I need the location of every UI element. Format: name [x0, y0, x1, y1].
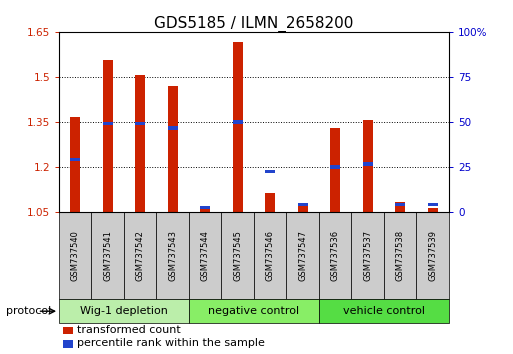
Bar: [222, 212, 254, 299]
Text: GSM737541: GSM737541: [103, 230, 112, 281]
Bar: [168, 86, 177, 212]
Text: GSM737545: GSM737545: [233, 230, 242, 281]
Bar: [63, 340, 73, 348]
Text: vehicle control: vehicle control: [343, 306, 425, 316]
Text: negative control: negative control: [208, 306, 300, 316]
Bar: [168, 126, 177, 130]
Bar: [298, 203, 307, 206]
Text: GSM737542: GSM737542: [136, 230, 145, 281]
Bar: [363, 120, 372, 212]
Text: percentile rank within the sample: percentile rank within the sample: [76, 338, 264, 348]
Bar: [156, 212, 189, 299]
Bar: [103, 122, 113, 125]
Bar: [330, 128, 340, 212]
Text: GSM737543: GSM737543: [168, 230, 177, 281]
Text: GSM737544: GSM737544: [201, 230, 210, 281]
Bar: [200, 206, 210, 209]
Bar: [319, 212, 351, 299]
Bar: [135, 75, 145, 212]
Bar: [63, 327, 73, 334]
Text: transformed count: transformed count: [76, 325, 180, 335]
Bar: [298, 205, 307, 212]
Bar: [124, 212, 156, 299]
Bar: [91, 212, 124, 299]
Text: GSM737536: GSM737536: [331, 230, 340, 281]
Bar: [384, 212, 417, 299]
Bar: [233, 42, 243, 212]
Text: GSM737540: GSM737540: [71, 230, 80, 281]
Bar: [59, 299, 189, 324]
Bar: [70, 118, 80, 212]
Text: GSM737547: GSM737547: [298, 230, 307, 281]
Bar: [363, 162, 372, 166]
Text: GSM737546: GSM737546: [266, 230, 274, 281]
Text: GSM737538: GSM737538: [396, 230, 405, 281]
Bar: [70, 158, 80, 161]
Bar: [351, 212, 384, 299]
Bar: [428, 207, 438, 212]
Text: protocol: protocol: [6, 306, 51, 316]
Bar: [428, 203, 438, 206]
Bar: [417, 212, 449, 299]
Bar: [286, 212, 319, 299]
Bar: [189, 212, 222, 299]
Text: Wig-1 depletion: Wig-1 depletion: [80, 306, 168, 316]
Bar: [189, 299, 319, 324]
Bar: [395, 201, 405, 212]
Bar: [319, 299, 449, 324]
Bar: [103, 61, 113, 212]
Bar: [254, 212, 286, 299]
Bar: [330, 165, 340, 169]
Bar: [265, 170, 275, 173]
Bar: [200, 207, 210, 212]
Title: GDS5185 / ILMN_2658200: GDS5185 / ILMN_2658200: [154, 16, 353, 32]
Bar: [233, 120, 243, 124]
Bar: [135, 122, 145, 125]
Bar: [265, 193, 275, 212]
Text: GSM737539: GSM737539: [428, 230, 437, 281]
Text: GSM737537: GSM737537: [363, 230, 372, 281]
Bar: [395, 203, 405, 206]
Bar: [59, 212, 91, 299]
